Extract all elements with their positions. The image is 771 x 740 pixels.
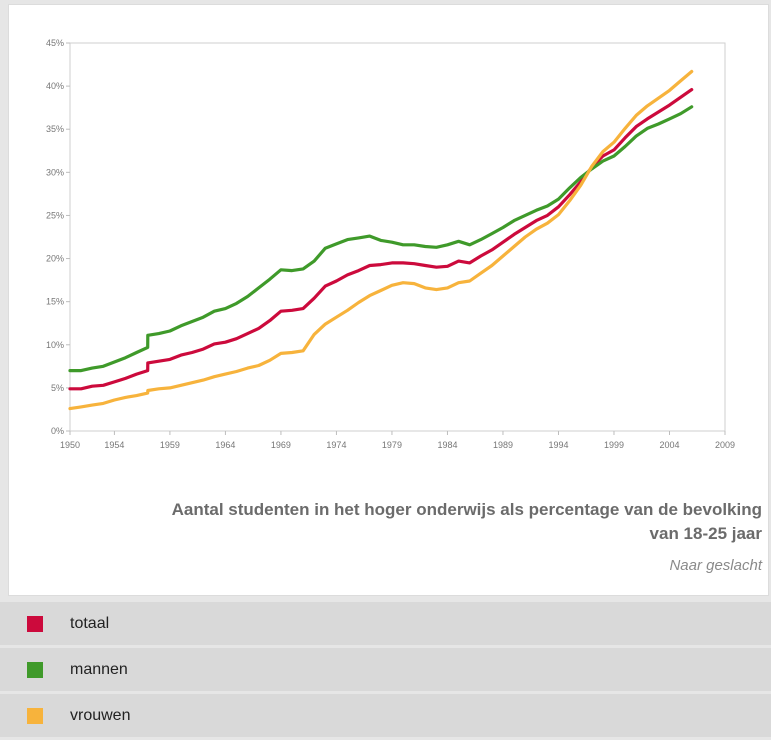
y-tick-label: 40%: [46, 81, 64, 91]
legend-item-vrouwen[interactable]: vrouwen: [0, 694, 771, 737]
y-tick-label: 15%: [46, 297, 64, 307]
x-tick-label: 1984: [437, 440, 457, 450]
chart-panel: 0% 5% 10% 15% 20% 25% 30% 35% 40% 45% 1950 1954 1959…: [8, 4, 769, 596]
x-tick-label: 2009: [715, 440, 735, 450]
y-tick-label: 30%: [46, 167, 64, 177]
legend-swatch-totaal: [27, 615, 43, 632]
x-tick-label: 1954: [104, 440, 124, 450]
y-tick-label: 35%: [46, 124, 64, 134]
series-line-vrouwen: [68, 69, 694, 411]
y-tick-label: 25%: [46, 210, 64, 220]
legend-item-totaal[interactable]: totaal: [0, 602, 771, 645]
legend-label-vrouwen: vrouwen: [70, 706, 131, 724]
chart-title-line-1: Aantal studenten in het hoger onderwijs …: [171, 500, 762, 519]
x-tick-label: 1959: [160, 440, 180, 450]
chart-title: Aantal studenten in het hoger onderwijs …: [22, 498, 762, 546]
x-tick-label: 2004: [659, 440, 679, 450]
x-tick-label: 1989: [493, 440, 513, 450]
x-tick-label: 1950: [60, 440, 80, 450]
y-tick-label: 5%: [51, 383, 64, 393]
x-tick-label: 1994: [548, 440, 568, 450]
y-tick-label: 20%: [46, 254, 64, 264]
series-line-mannen: [68, 105, 694, 373]
plot-frame: [69, 42, 726, 432]
x-tick-label: 1969: [271, 440, 291, 450]
legend-swatch-vrouwen: [27, 707, 43, 724]
x-tick-label: 1979: [382, 440, 402, 450]
line-chart: 0% 5% 10% 15% 20% 25% 30% 35% 40% 45% 1950 1954 1959…: [46, 38, 735, 450]
chart-title-line-2: van 18-25 jaar: [649, 524, 762, 543]
legend-swatch-mannen: [27, 661, 43, 678]
x-tick-label: 1999: [604, 440, 624, 450]
x-tick-label: 1974: [326, 440, 346, 450]
legend-label-totaal: totaal: [70, 614, 110, 632]
y-tick-label: 0%: [51, 426, 64, 436]
x-tick-label: 1964: [215, 440, 235, 450]
legend: totaal mannen vrouwen: [0, 602, 771, 740]
legend-label-mannen: mannen: [70, 660, 128, 678]
y-tick-label: 10%: [46, 340, 64, 350]
chart-subtitle: Naar geslacht: [669, 557, 762, 574]
legend-item-mannen[interactable]: mannen: [0, 648, 771, 691]
y-tick-label: 45%: [46, 38, 64, 48]
